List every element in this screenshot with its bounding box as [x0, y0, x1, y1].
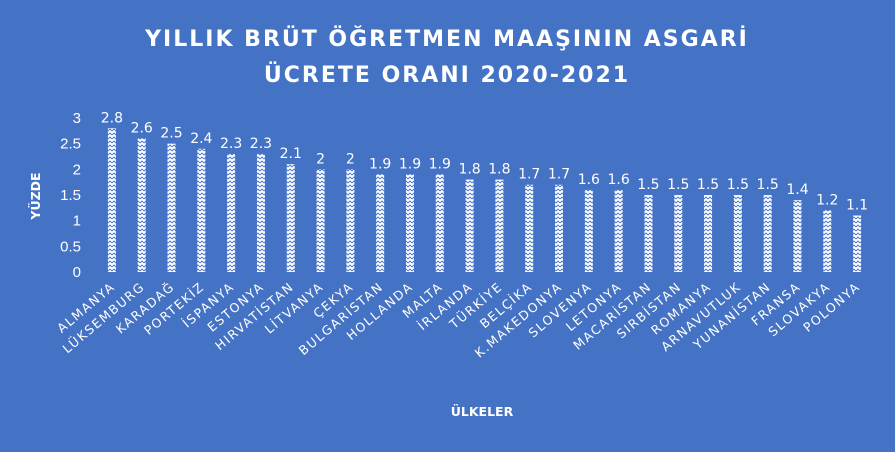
data-label: 1.9 [369, 156, 391, 172]
bar [405, 174, 414, 272]
bar [197, 148, 206, 272]
bar [644, 195, 653, 272]
bar [256, 153, 265, 272]
y-tick-label: 1.5 [60, 187, 81, 204]
data-label: 1.5 [757, 177, 779, 193]
data-label: 1.5 [637, 177, 659, 193]
chart-title-line-2: ÜCRETE ORANI 2020-2021 [264, 62, 630, 88]
data-label: 1.9 [399, 156, 421, 172]
bar [465, 179, 474, 272]
data-label: 1.5 [697, 177, 719, 193]
bars [107, 128, 862, 272]
bar [286, 164, 295, 272]
y-tick-label: 1 [73, 213, 81, 230]
y-axis-label: YÜZDE [28, 172, 43, 220]
bar [853, 215, 862, 272]
data-label: 2.3 [220, 136, 242, 152]
bar [525, 184, 534, 272]
data-label: 1.7 [548, 167, 570, 183]
y-tick-label: 3 [73, 110, 81, 127]
bar [704, 195, 713, 272]
bar [227, 153, 236, 272]
bar [435, 174, 444, 272]
y-tick-label: 0.5 [60, 238, 81, 255]
y-tick-label: 0 [73, 264, 81, 281]
data-label: 1.8 [458, 162, 480, 178]
y-tick-label: 2 [73, 161, 81, 178]
data-label: 2.1 [280, 146, 302, 162]
bar [346, 169, 355, 272]
data-label: 1.6 [608, 172, 630, 188]
data-label: 2 [316, 151, 325, 167]
data-label: 2.4 [190, 131, 212, 147]
bar [614, 189, 623, 272]
bar [733, 195, 742, 272]
bar [107, 128, 116, 272]
bar [167, 143, 176, 272]
data-labels: 2.8 2.6 2.5 2.4 2.3 2.3 2.1 2 2 1.9 1.9 1.9 1.8 1.8 1.… [101, 110, 868, 213]
data-label: 1.1 [846, 198, 868, 214]
bar [584, 189, 593, 272]
bar [793, 200, 802, 272]
data-label: 2.6 [131, 121, 153, 137]
data-label: 2 [346, 151, 355, 167]
bar [555, 184, 564, 272]
bar [495, 179, 504, 272]
bar [674, 195, 683, 272]
data-label: 1.2 [816, 192, 838, 208]
data-label: 1.5 [667, 177, 689, 193]
data-label: 2.5 [160, 126, 182, 142]
data-label: 2.8 [101, 110, 123, 126]
data-label: 1.5 [727, 177, 749, 193]
bar [376, 174, 385, 272]
bar [823, 210, 832, 272]
bar [137, 138, 146, 272]
data-label: 1.6 [578, 172, 600, 188]
chart-title-line-1: YILLIK BRÜT ÖĞRETMEN MAAŞININ ASGARİ [144, 26, 749, 52]
x-axis-label: ÜLKELER [451, 404, 514, 419]
bar [763, 195, 772, 272]
data-label: 2.3 [250, 136, 272, 152]
data-label: 1.4 [786, 182, 808, 198]
data-label: 1.8 [488, 162, 510, 178]
data-label: 1.7 [518, 167, 540, 183]
y-tick-label: 2.5 [60, 136, 81, 153]
bar [316, 169, 325, 272]
y-tick-labels: 0 0.5 1 1.5 2 2.5 3 [60, 110, 81, 281]
data-label: 1.9 [429, 156, 451, 172]
